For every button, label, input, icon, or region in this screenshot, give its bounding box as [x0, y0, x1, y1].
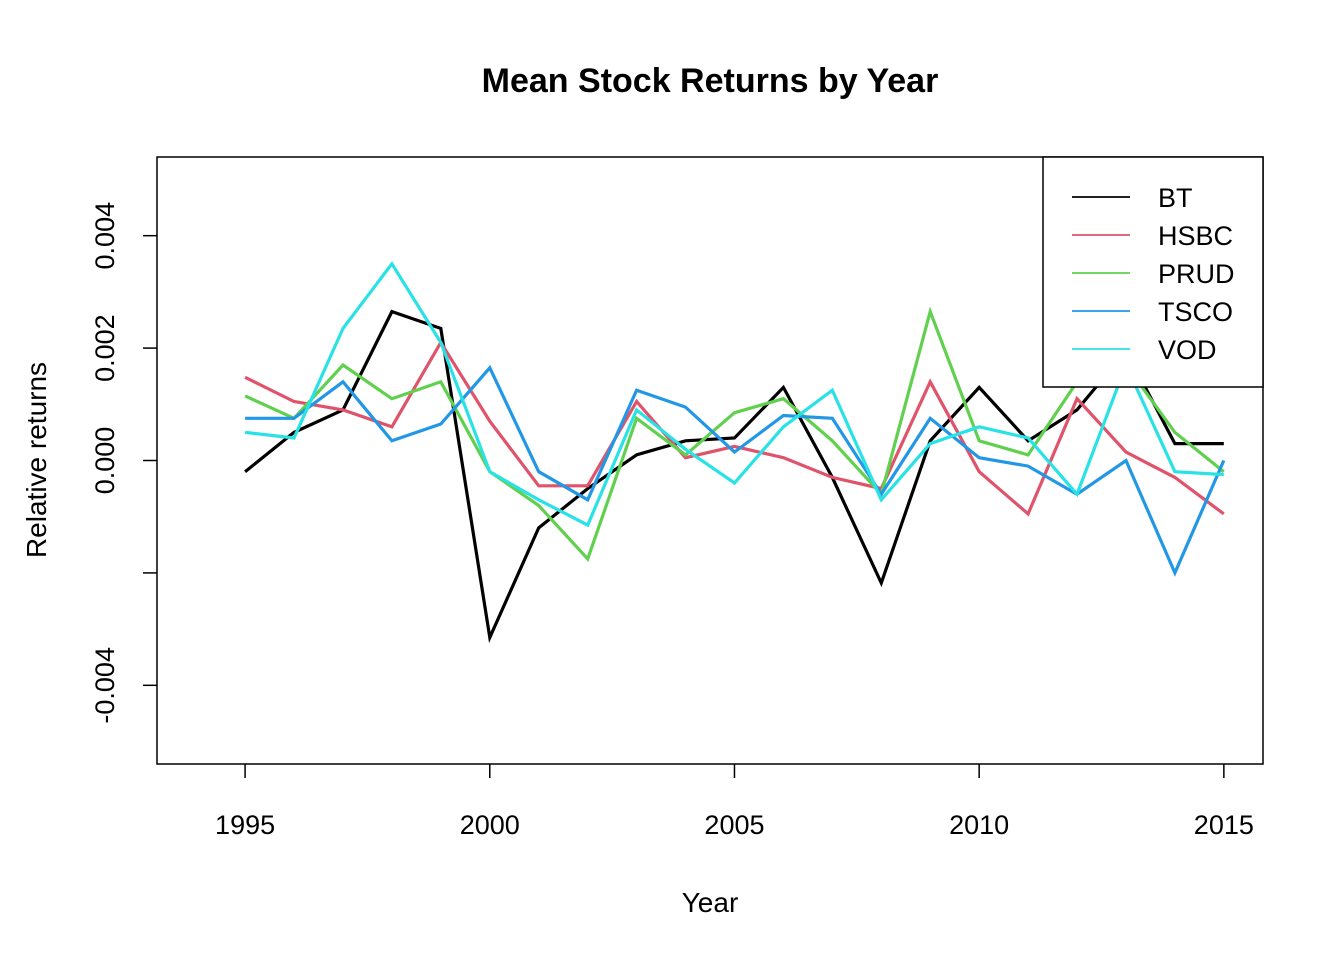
x-axis-title: Year: [682, 887, 739, 918]
x-tick-label: 2010: [949, 810, 1009, 840]
y-axis-title: Relative returns: [21, 362, 52, 558]
legend: BT HSBC PRUD TSCO VOD: [1042, 156, 1264, 388]
legend-label-bt: BT: [1158, 183, 1193, 213]
series-line-tsco: [245, 364, 1226, 577]
chart-title: Mean Stock Returns by Year: [482, 62, 939, 100]
legend-label-prud: PRUD: [1158, 259, 1235, 289]
legend-label-hsbc: HSBC: [1158, 221, 1233, 251]
series-line-bt: [244, 309, 1224, 644]
series-line-prud: [244, 306, 1225, 562]
y-tick-label: -0.004: [90, 647, 120, 724]
y-tick-label: 0.002: [90, 314, 120, 382]
series-layer: [244, 260, 1226, 644]
series-line-hsbc: [244, 339, 1225, 517]
y-axis: -0.004 0.000 0.002 0.004: [90, 202, 157, 724]
y-tick-label: 0.004: [90, 202, 120, 270]
legend-label-vod: VOD: [1158, 335, 1217, 365]
x-tick-label: 2005: [704, 810, 764, 840]
x-axis: 1995 2000 2005 2010 2015: [215, 764, 1254, 840]
y-tick-label: 0.000: [90, 427, 120, 495]
x-tick-label: 1995: [215, 810, 275, 840]
x-tick-label: 2000: [460, 810, 520, 840]
legend-label-tsco: TSCO: [1158, 297, 1233, 327]
series-line-vod: [244, 260, 1224, 528]
x-tick-label: 2015: [1194, 810, 1254, 840]
